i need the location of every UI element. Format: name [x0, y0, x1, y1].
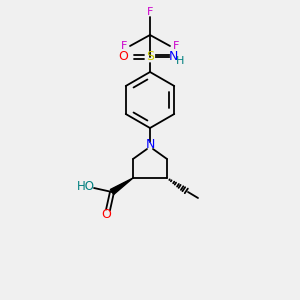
- Text: F: F: [121, 41, 127, 51]
- Text: H: H: [176, 56, 184, 66]
- Text: HO: HO: [77, 179, 95, 193]
- Text: F: F: [173, 41, 179, 51]
- Text: F: F: [147, 7, 153, 17]
- Text: N: N: [168, 50, 178, 62]
- Text: S: S: [146, 50, 154, 64]
- Text: N: N: [145, 139, 155, 152]
- Text: O: O: [118, 50, 128, 64]
- Text: O: O: [101, 208, 111, 221]
- Polygon shape: [110, 178, 133, 194]
